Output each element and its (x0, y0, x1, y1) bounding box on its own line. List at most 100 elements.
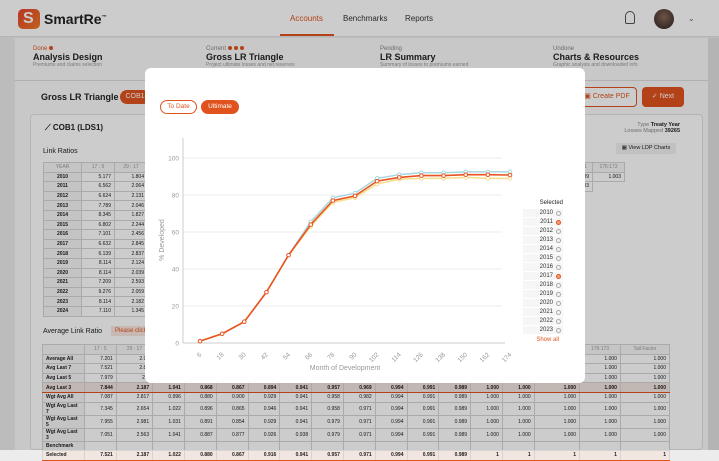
cell[interactable]: 0.877 (215, 427, 249, 442)
cell[interactable]: 0.994 (374, 401, 408, 416)
data-point[interactable] (264, 289, 269, 295)
legend-item-2022[interactable]: 2022 (523, 317, 563, 325)
legend-radio-icon[interactable] (556, 318, 561, 324)
data-point[interactable] (241, 319, 247, 325)
cell[interactable]: 1.000 (533, 401, 581, 416)
legend-radio-icon[interactable] (556, 273, 561, 279)
cell[interactable]: 1 (501, 450, 535, 461)
cell[interactable]: 1.022 (152, 450, 185, 461)
cell[interactable]: 0.880 (183, 450, 217, 461)
cell[interactable]: 0.994 (374, 414, 408, 429)
nav-benchmarks[interactable]: Benchmarks (343, 14, 388, 23)
data-point[interactable] (330, 198, 336, 203)
cell[interactable]: 0.941 (279, 450, 313, 461)
cell[interactable]: 1.041 (152, 427, 185, 442)
cell[interactable]: 0.991 (406, 450, 440, 461)
scrollbar[interactable] (708, 38, 719, 450)
legend-radio-icon[interactable] (556, 219, 561, 225)
data-point[interactable] (396, 175, 402, 180)
step-current[interactable]: Current Gross LR Triangle Project ultima… (206, 46, 295, 68)
data-point[interactable] (485, 176, 491, 181)
legend-item-2011[interactable]: 2011 (523, 218, 563, 226)
cell[interactable]: 0.989 (438, 427, 472, 442)
cell[interactable]: 0.896 (183, 401, 217, 416)
cell[interactable]: 2.563 (115, 427, 154, 442)
cell[interactable]: 7.521 (84, 450, 117, 461)
cell[interactable]: 0.979 (311, 414, 344, 429)
next-button[interactable]: ✓ Next (642, 87, 684, 107)
cell[interactable]: 0.938 (279, 427, 313, 442)
chevron-down-icon[interactable]: ⌄ (688, 14, 695, 23)
legend-item-2019[interactable]: 2019 (523, 290, 563, 298)
legend-radio-icon[interactable] (556, 282, 561, 288)
legend-item-2015[interactable]: 2015 (523, 254, 563, 262)
cob-chip[interactable]: COB1 (120, 90, 150, 104)
show-all-link[interactable]: Show all (536, 337, 559, 343)
bell-icon[interactable] (625, 11, 635, 24)
cell[interactable]: 0.971 (342, 427, 376, 442)
legend-radio-icon[interactable] (556, 255, 561, 261)
table-row[interactable]: Selected 7.521 2.187 1.022 0.880 0.867 0.916 0.… (42, 450, 671, 461)
cell[interactable]: 0.994 (374, 450, 408, 461)
data-point[interactable] (286, 252, 291, 258)
legend-item-2010[interactable]: 2010 (523, 209, 563, 217)
data-point[interactable] (463, 172, 469, 177)
legend-radio-icon[interactable] (556, 291, 561, 297)
legend-item-2018[interactable]: 2018 (523, 281, 563, 289)
data-point[interactable] (374, 178, 380, 184)
legend-radio-icon[interactable] (556, 327, 561, 333)
cell[interactable]: 2.654 (115, 401, 154, 416)
cell[interactable]: 2.187 (115, 450, 154, 461)
avatar[interactable] (654, 9, 674, 29)
cell[interactable]: 1 (470, 450, 503, 461)
cell[interactable]: 0.867 (215, 450, 249, 461)
legend-radio-icon[interactable] (556, 237, 561, 243)
data-point[interactable] (419, 173, 424, 178)
table-row[interactable]: Wgt Avg Last 3 7.051 2.563 1.041 0.887 0.877 0… (42, 427, 671, 442)
view-ldp-charts-button[interactable]: ▦ View LDP Charts (616, 143, 676, 154)
cell[interactable]: 0.916 (247, 450, 281, 461)
legend-radio-icon[interactable] (556, 246, 561, 252)
cell[interactable]: 1.022 (152, 401, 185, 416)
table-row[interactable]: Benchmark (42, 440, 671, 452)
cell[interactable]: 0.994 (374, 427, 408, 442)
legend-radio-icon[interactable] (556, 210, 561, 216)
cell[interactable]: 1 (533, 450, 581, 461)
cell[interactable]: 1 (579, 450, 621, 461)
legend-radio-icon[interactable] (556, 300, 561, 306)
cell[interactable]: 0.958 (311, 401, 344, 416)
legend-radio-icon[interactable] (556, 264, 561, 270)
legend-item-2012[interactable]: 2012 (523, 227, 563, 235)
cell[interactable]: 7.051 (84, 427, 117, 442)
nav-reports[interactable]: Reports (405, 14, 434, 23)
cell[interactable]: 1.000 (533, 414, 581, 429)
legend-item-2014[interactable]: 2014 (523, 245, 563, 253)
legend-item-2013[interactable]: 2013 (523, 236, 563, 244)
cell[interactable]: 1.000 (501, 414, 535, 429)
cell[interactable]: 0.971 (342, 450, 376, 461)
nav-accounts[interactable]: Accounts (290, 14, 323, 23)
step-done[interactable]: Done Analysis Design Premiums and claims… (33, 46, 103, 68)
cell[interactable]: 0.865 (215, 401, 249, 416)
cell[interactable]: 1.000 (579, 427, 621, 442)
cell[interactable]: 1.000 (501, 427, 535, 442)
cell[interactable]: 0.979 (311, 427, 344, 442)
data-point[interactable] (441, 173, 446, 178)
create-pdf-button[interactable]: ▣ Create PDF (577, 87, 637, 107)
cell[interactable]: 0.946 (247, 401, 281, 416)
legend-item-2021[interactable]: 2021 (523, 308, 563, 316)
data-point[interactable] (219, 331, 225, 337)
table-row[interactable]: Wgt Avg Last 5 7.955 2.981 1.031 0.891 0.854 0… (42, 414, 671, 429)
cell[interactable]: 0.887 (183, 427, 217, 442)
data-point[interactable] (308, 222, 314, 227)
toggle-ultimate[interactable]: Ultimate (201, 100, 239, 114)
cell[interactable]: 0.891 (183, 414, 217, 429)
cell[interactable]: 0.989 (438, 450, 472, 461)
cell[interactable]: 1.000 (619, 427, 671, 442)
legend-item-2023[interactable]: 2023 (523, 326, 563, 334)
data-point[interactable] (485, 172, 491, 177)
data-point[interactable] (197, 338, 203, 344)
cell[interactable]: 0.926 (247, 427, 281, 442)
table-row[interactable]: Wgt Avg Last 7 7.345 2.654 1.022 0.896 0.865 0… (42, 401, 671, 416)
cell[interactable]: 0.941 (279, 401, 313, 416)
